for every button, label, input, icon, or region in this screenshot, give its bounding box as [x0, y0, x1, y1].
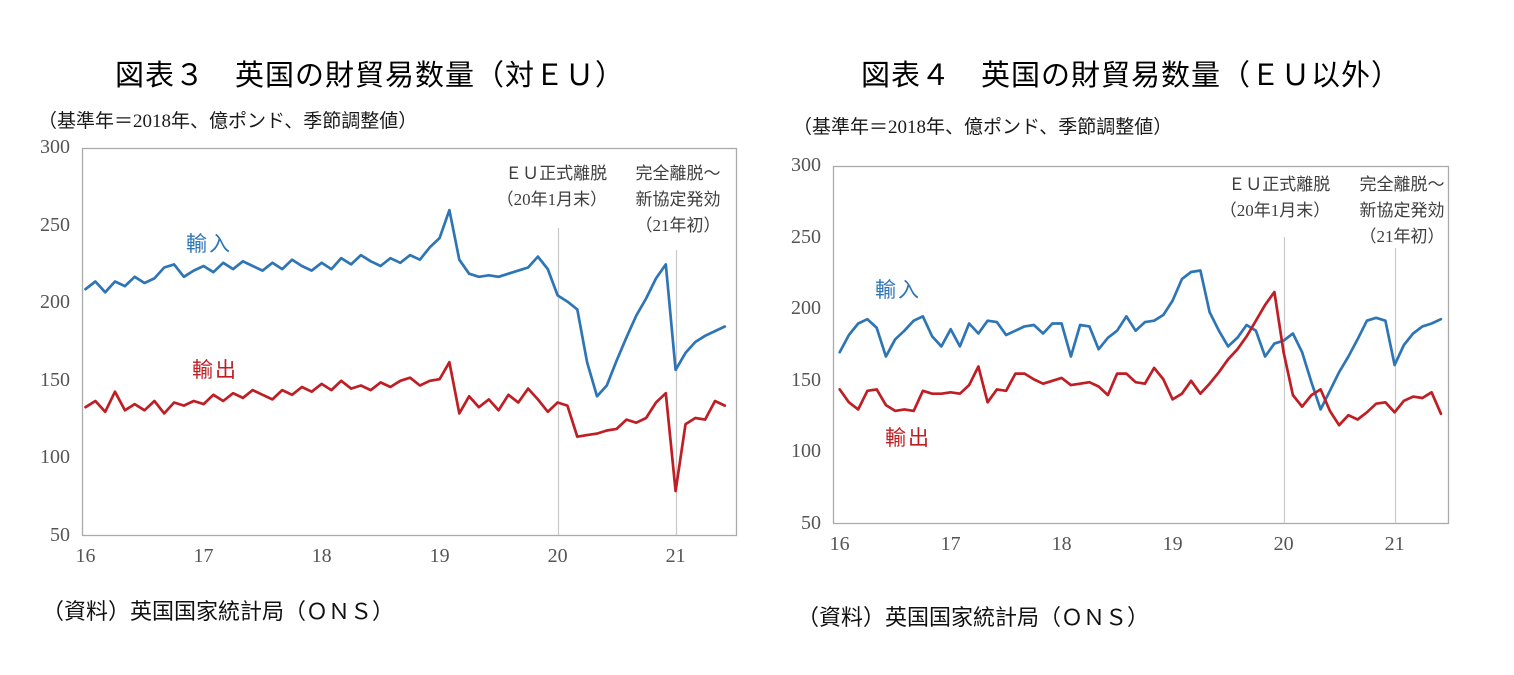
annotation-line: （20年1月末） [1219, 201, 1331, 220]
annotation-line: 完全離脱～ [1359, 175, 1445, 194]
x-axis-tick-label: 19 [1162, 533, 1183, 555]
series-label-輸出: 輸出 [192, 358, 238, 382]
x-axis-tick-label: 21 [1384, 533, 1405, 555]
series-label-輸入: 輸入 [875, 278, 921, 302]
figure-4-source: （資料）英国国家統計局（ＯＮＳ） [797, 605, 1150, 630]
series-line-輸出 [838, 290, 1443, 427]
x-axis-tick-label: 16 [829, 533, 850, 555]
x-axis-tick-label: 18 [311, 545, 332, 567]
plot-frame [81, 147, 738, 537]
series-label-輸出: 輸出 [885, 426, 931, 450]
figure-3-title: 図表３ 英国の財貿易数量（対ＥＵ） [114, 60, 625, 93]
x-axis-tick-label: 19 [429, 545, 450, 567]
series-label-輸入: 輸入 [186, 232, 232, 256]
y-axis-tick-label: 250 [791, 225, 821, 248]
y-axis-tick-label: 50 [50, 524, 70, 546]
figure-3-source: （資料）英国国家統計局（ＯＮＳ） [42, 599, 395, 624]
annotation-1: 完全離脱～ 新協定発効 （21年初） [1215, 172, 1445, 250]
y-axis-tick-label: 300 [40, 136, 70, 158]
annotation-line: 完全離脱～ [635, 164, 721, 183]
y-axis-tick-label: 50 [801, 512, 821, 534]
y-axis-tick-label: 200 [791, 297, 821, 320]
y-axis-tick-label: 150 [40, 368, 70, 391]
annotation-line: 新協定発効 [635, 190, 721, 209]
y-axis-tick-label: 200 [40, 291, 70, 314]
y-axis-tick-label: 250 [40, 213, 70, 236]
x-axis-tick-label: 17 [193, 545, 214, 567]
y-axis-tick-label: 150 [791, 368, 821, 391]
figure-3-subtitle: （基準年＝2018年、億ポンド、季節調整値） [38, 111, 418, 132]
annotation-line: 新協定発効 [1359, 201, 1445, 220]
figure-3-plot-area: 300 250 200 150 100 50 16 17 18 19 20 21 輸入輸出 ＥＵ正式離脱 （… [40, 137, 738, 566]
annotation-line: ＥＵ正式離脱 [505, 164, 608, 183]
annotation-1: 完全離脱～ 新協定発効 （21年初） [490, 161, 720, 239]
x-axis-tick-label: 21 [665, 545, 686, 567]
y-axis-tick-label: 100 [40, 446, 70, 469]
x-axis-tick-label: 16 [75, 545, 96, 567]
figure-4-plot-area: 300 250 200 150 100 50 16 17 18 19 20 21 輸入輸出 ＥＵ正式離脱 （… [791, 155, 1450, 554]
plot-frame [832, 165, 1450, 525]
chart-canvas [832, 165, 1450, 525]
series-line-輸出 [84, 360, 727, 493]
y-axis-tick-label: 100 [791, 440, 821, 463]
figure-4-subtitle: （基準年＝2018年、億ポンド、季節調整値） [793, 117, 1173, 138]
annotation-line: （21年初） [1359, 227, 1445, 246]
x-axis-tick-label: 18 [1051, 533, 1072, 555]
y-axis-tick-label: 300 [791, 154, 821, 176]
annotation-line: （21年初） [635, 216, 721, 235]
annotation-line: ＥＵ正式離脱 [1228, 175, 1331, 194]
x-axis-tick-label: 20 [1273, 533, 1294, 555]
annotation-0: ＥＵ正式離脱 （20年1月末） [1100, 172, 1331, 224]
x-axis-tick-label: 17 [940, 533, 961, 555]
chart-canvas [81, 147, 738, 537]
annotation-line: （20年1月末） [496, 190, 608, 209]
series-line-輸入 [838, 269, 1443, 411]
series-line-輸入 [84, 208, 727, 398]
annotation-0: ＥＵ正式離脱 （20年1月末） [377, 161, 608, 213]
figure-4-title: 図表４ 英国の財貿易数量（ＥＵ以外） [860, 60, 1401, 93]
x-axis-tick-label: 20 [547, 545, 568, 567]
